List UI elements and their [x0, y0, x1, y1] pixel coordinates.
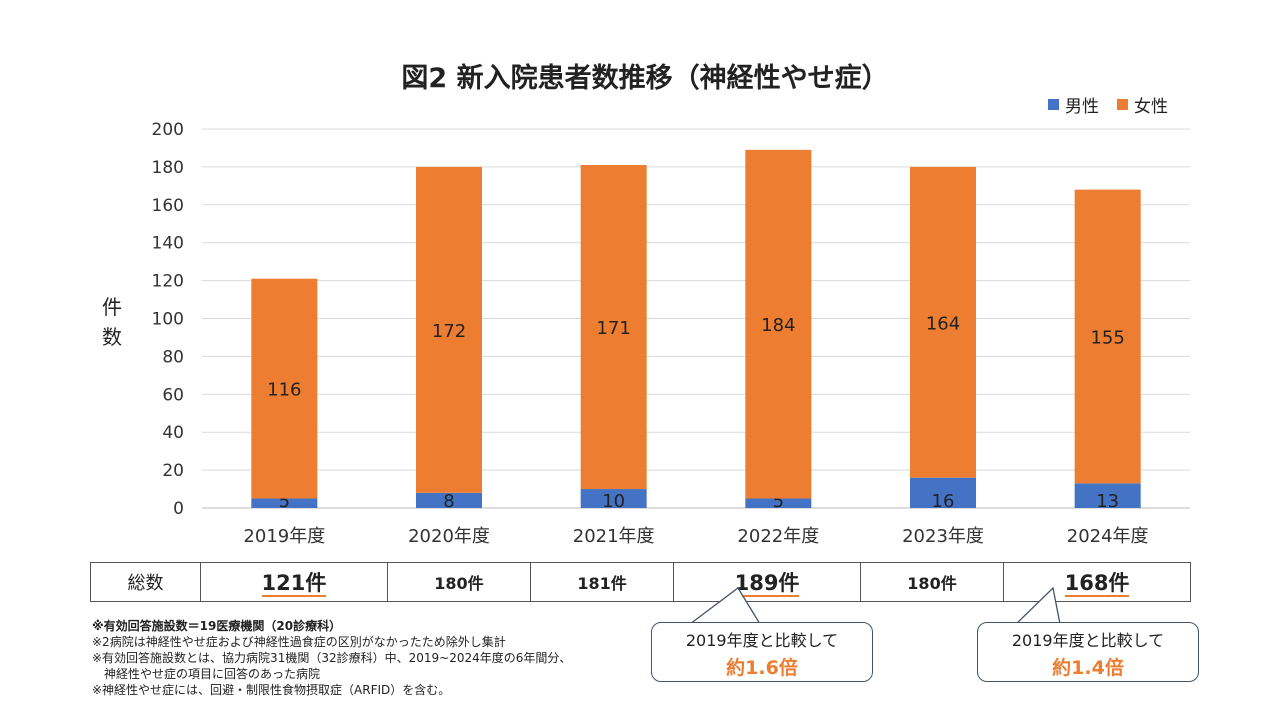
bar-male	[1074, 483, 1141, 508]
y-tick-label: 100	[152, 310, 184, 330]
totals-row: 総数 121件 180件 181件 189件 180件 168件	[90, 562, 1191, 602]
bar-female	[416, 166, 482, 493]
data-label: 5	[279, 491, 290, 512]
callout-text: 2019年度と比較して	[685, 631, 839, 650]
y-tick-label: 40	[162, 423, 184, 443]
data-label: 8	[443, 491, 454, 512]
data-label: 155	[1090, 328, 1124, 349]
data-label: 184	[761, 315, 795, 336]
data-label: 164	[926, 313, 960, 334]
note: 神経性やせ症の項目に回答のあった病院	[92, 667, 321, 681]
y-tick-label: 160	[152, 196, 184, 216]
bar-chart: 0 20 40 60 80 100 120 140 160 180 200 5 116 2019年度 8 17…	[152, 120, 1190, 547]
bar-male	[416, 492, 482, 508]
x-tick-label: 2022年度	[737, 526, 819, 547]
data-label: 172	[432, 321, 466, 342]
data-label: 5	[773, 491, 784, 512]
y-tick-label: 60	[162, 385, 184, 405]
y-tick-label: 140	[152, 234, 184, 254]
bar-female	[251, 278, 318, 499]
bar-male	[580, 489, 647, 508]
y-tick-label: 0	[173, 499, 184, 519]
note: ※有効回答施設数とは、協力病院31機関（32診療科）中、2019~2024年度の…	[92, 651, 572, 665]
legend: 男性 女性	[1048, 92, 1168, 117]
y-tick-label: 120	[152, 272, 184, 292]
bar-male	[745, 498, 812, 508]
x-tick-label: 2020年度	[408, 526, 490, 547]
footnotes: ※有効回答施設数＝19医療機関（20診療科） ※2病院は神経性やせ症および神経性…	[92, 618, 571, 698]
x-tick-label: 2024年度	[1067, 526, 1149, 547]
total-cell: 180件	[386, 562, 531, 602]
total-value: 168件	[1064, 571, 1130, 597]
legend-swatch-female	[1117, 99, 1128, 110]
data-label: 10	[602, 491, 625, 512]
data-label: 16	[932, 491, 955, 512]
data-label: 171	[596, 318, 630, 339]
bar-female	[745, 149, 812, 499]
y-tick-label: 180	[152, 158, 184, 178]
y-tick-label: 20	[162, 461, 184, 481]
bar-female	[580, 165, 647, 490]
legend-item-male: 男性	[1048, 92, 1099, 117]
callout-ratio: 約1.6倍	[726, 657, 798, 679]
data-label: 116	[267, 380, 301, 401]
total-cell: 121件	[200, 562, 388, 602]
callout-text: 2019年度と比較して	[1011, 631, 1165, 650]
totals-header: 総数	[90, 562, 201, 602]
legend-label-male: 男性	[1065, 97, 1099, 117]
callout-2024: 2019年度と比較して 約1.4倍	[977, 622, 1199, 682]
legend-swatch-male	[1048, 99, 1059, 110]
bar-male	[251, 498, 318, 508]
total-cell: 181件	[529, 562, 675, 602]
bar-female	[1074, 189, 1141, 484]
total-cell: 189件	[673, 562, 861, 602]
legend-label-female: 女性	[1134, 97, 1168, 117]
bar-male	[910, 477, 976, 508]
total-cell: 180件	[859, 562, 1005, 602]
callout-2022: 2019年度と比較して 約1.6倍	[651, 622, 873, 682]
legend-item-female: 女性	[1117, 92, 1168, 117]
callout-ratio: 約1.4倍	[1052, 657, 1124, 679]
y-axis-label: 件数	[102, 295, 122, 349]
note: ※神経性やせ症には、回避・制限性食物摂取症（ARFID）を含む。	[92, 683, 451, 697]
data-label: 13	[1096, 491, 1119, 512]
total-value: 189件	[734, 571, 800, 597]
chart-title: 図2 新入院患者数推移（神経性やせ症）	[401, 63, 889, 94]
total-value: 121件	[261, 571, 327, 597]
x-tick-label: 2021年度	[573, 526, 655, 547]
x-tick-label: 2023年度	[902, 526, 984, 547]
total-cell: 168件	[1003, 562, 1191, 602]
note: ※2病院は神経性やせ症および神経性過食症の区別がなかったため除外し集計	[92, 635, 506, 649]
y-tick-label: 80	[162, 347, 184, 367]
y-tick-label: 200	[152, 120, 184, 140]
totals-table: 総数 121件 180件 181件 189件 180件 168件	[90, 562, 1191, 602]
bar-female	[910, 166, 976, 478]
note: ※有効回答施設数＝19医療機関（20診療科）	[92, 619, 342, 633]
x-tick-label: 2019年度	[243, 526, 325, 547]
